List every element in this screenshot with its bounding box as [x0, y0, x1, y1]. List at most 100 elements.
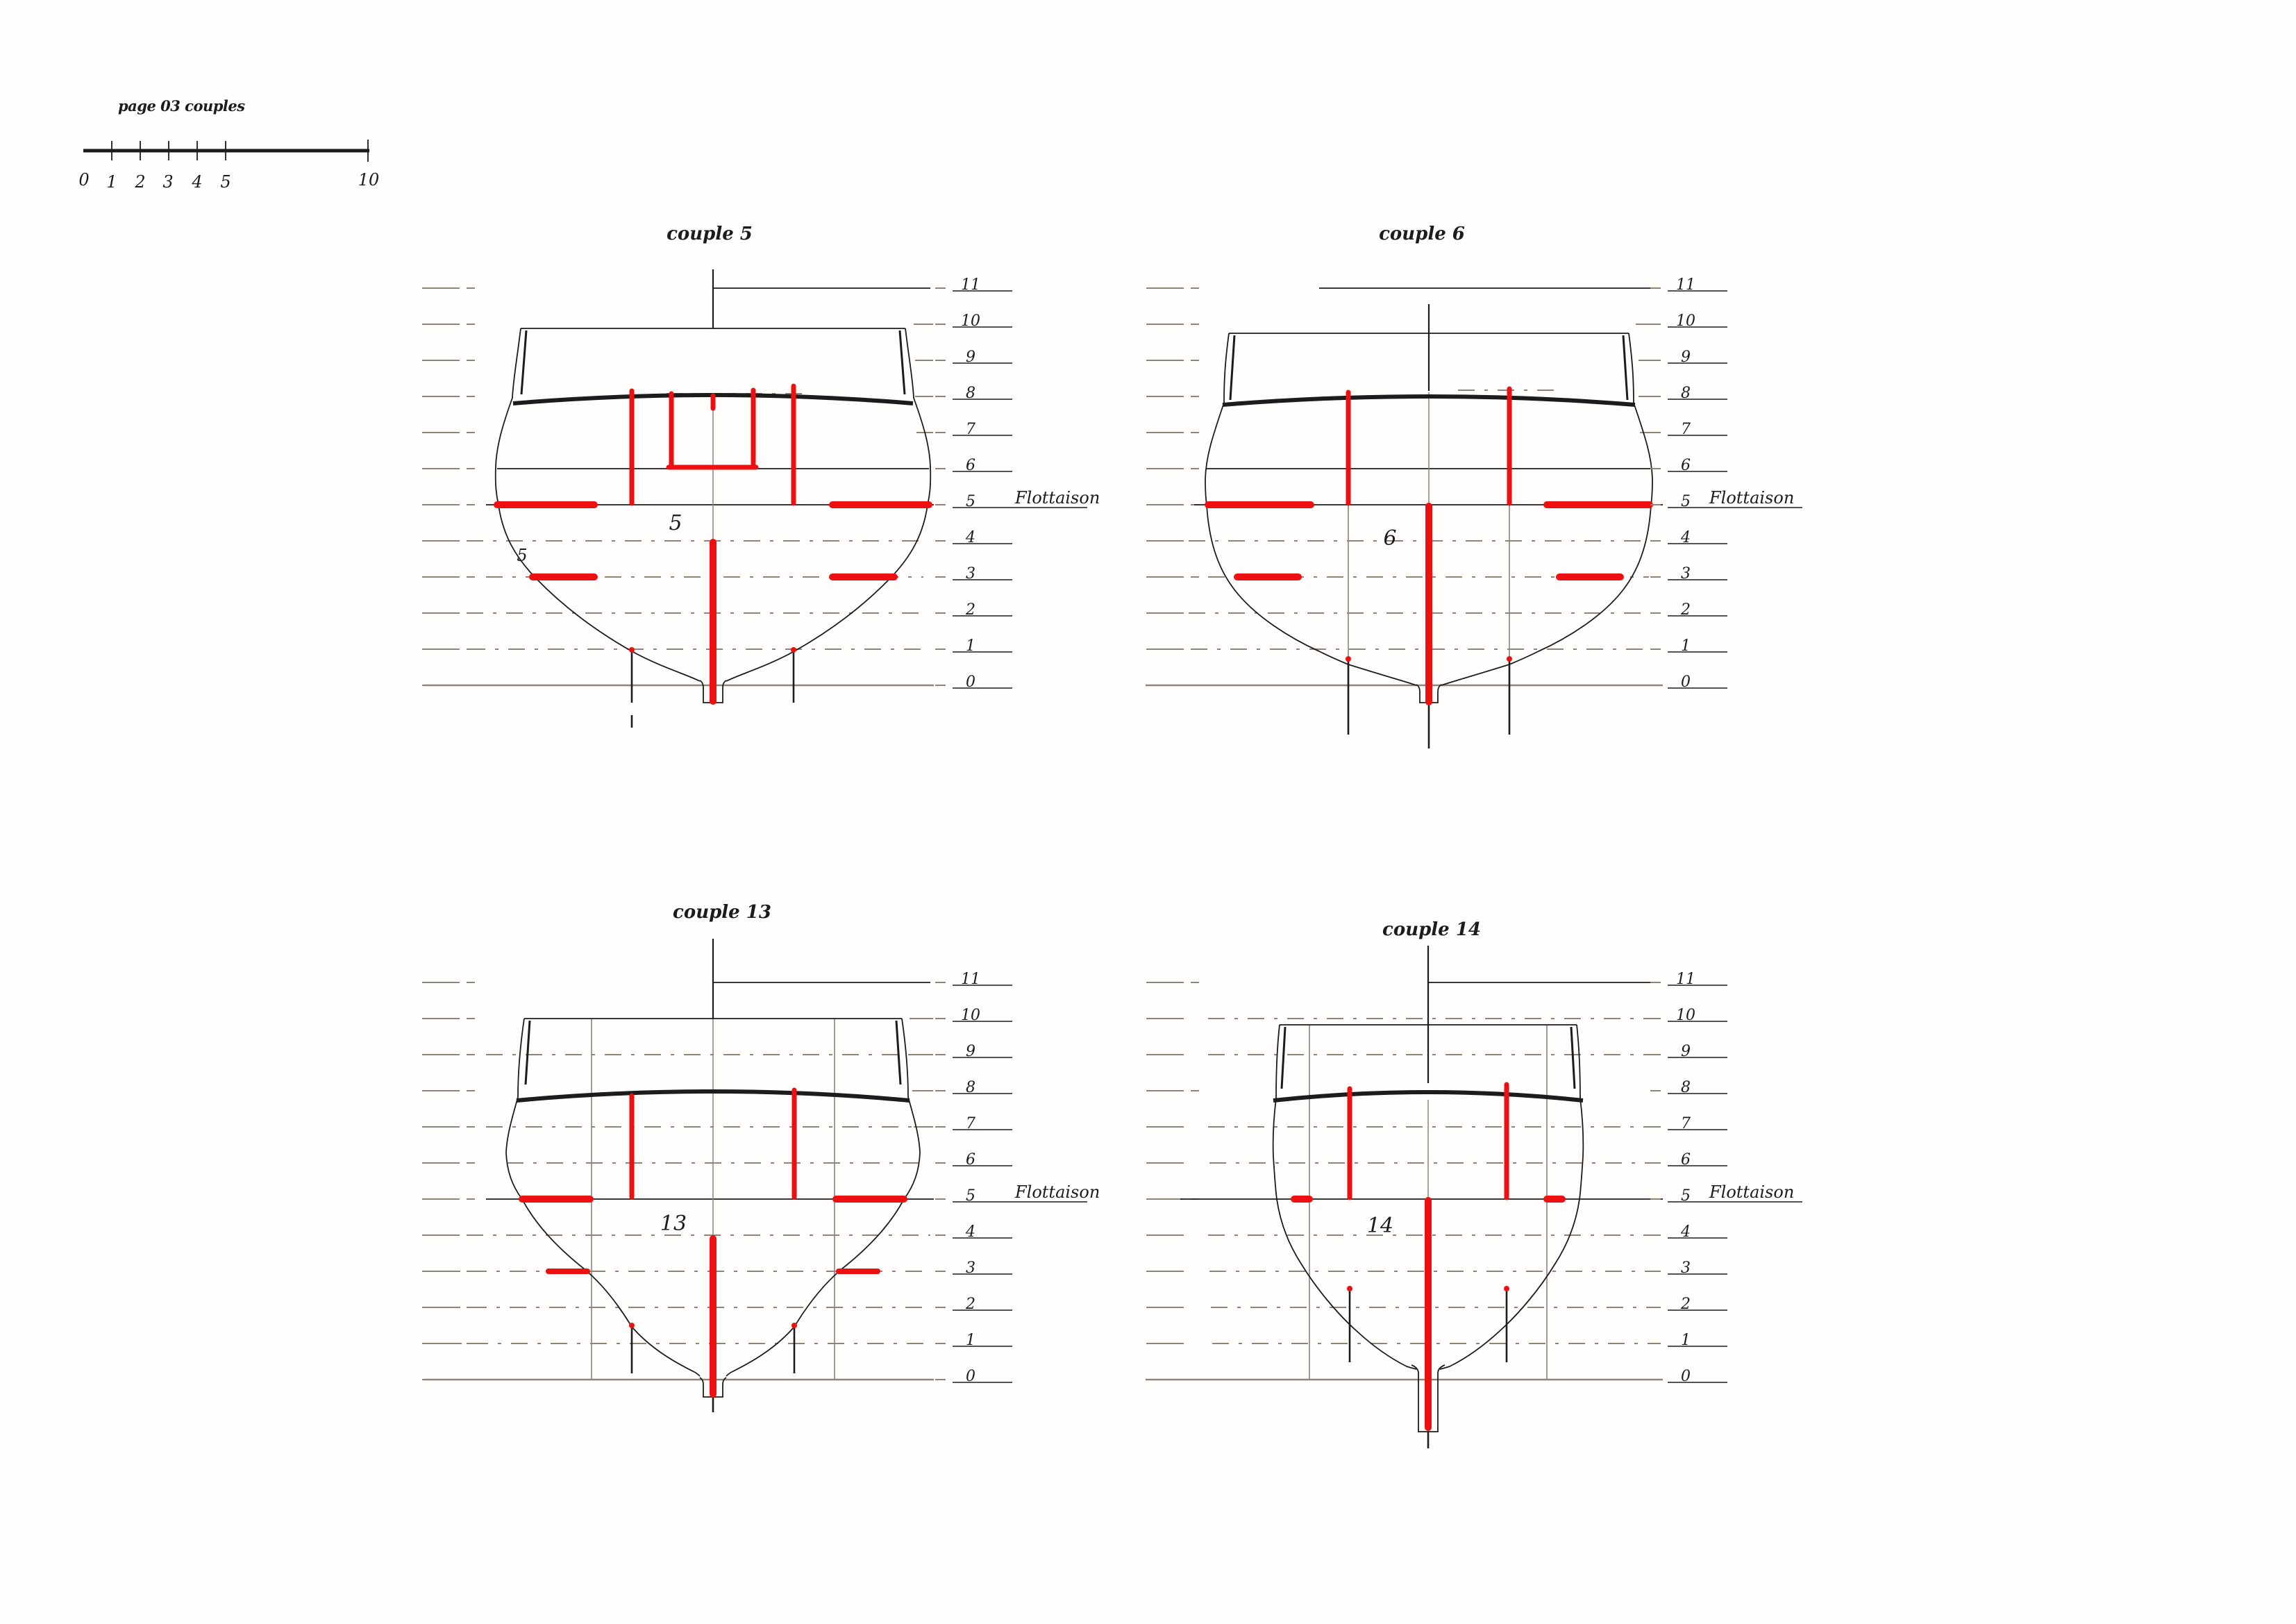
ruler-label-0: 0 — [78, 170, 89, 190]
dashed-gridlines — [427, 1054, 930, 1344]
scale-level-5: 5 — [966, 1187, 975, 1205]
scale-level-3: 3 — [1681, 1259, 1691, 1277]
couple-6-title: couple 6 — [1379, 224, 1465, 244]
scale-level-4: 4 — [1680, 529, 1691, 546]
scale-level-3: 3 — [1681, 565, 1691, 583]
deck-line — [1273, 1090, 1584, 1103]
scale-underlines — [1668, 290, 1802, 689]
scale-level-9: 9 — [1681, 1043, 1691, 1060]
scale-tick-dashes — [1650, 982, 1661, 1380]
scale-level-6: 6 — [1681, 457, 1691, 474]
scale-level-8: 8 — [966, 385, 975, 402]
red-u-mark — [666, 387, 759, 470]
scale-level-7: 7 — [1681, 1115, 1691, 1132]
scale-level-6: 6 — [966, 457, 975, 474]
scale-level-5: 5 — [1681, 1187, 1691, 1205]
red-frame-verticals — [629, 1087, 797, 1200]
flottaison-label: Flottaison — [1014, 488, 1100, 508]
ruler-label-10: 10 — [358, 170, 380, 190]
scale-level-0: 0 — [966, 1368, 975, 1385]
scale-level-8: 8 — [966, 1079, 975, 1096]
scale-level-11: 11 — [1676, 971, 1695, 988]
scale-level-6: 6 — [966, 1151, 975, 1169]
scale-level-4: 4 — [965, 529, 975, 546]
scale-level-0: 0 — [1681, 673, 1691, 691]
scale-level-1: 1 — [1681, 1332, 1691, 1349]
couple-5-level-scale: 11 10 9 8 7 6 5 4 3 2 1 0 Flottaison — [935, 276, 1100, 691]
right-gap-level-ticks — [910, 1018, 933, 1128]
scale-tick-dashes — [1650, 287, 1661, 686]
scale-level-0: 0 — [966, 673, 975, 691]
scale-level-3: 3 — [966, 1259, 975, 1277]
scale-level-10: 10 — [961, 1007, 980, 1024]
couple-13-title: couple 13 — [673, 902, 771, 923]
scale-level-10: 10 — [961, 312, 980, 330]
scale-level-4: 4 — [965, 1223, 975, 1241]
scale-level-9: 9 — [966, 349, 975, 366]
red-buttock-dot-left — [629, 1323, 635, 1328]
keel-outline — [1411, 1364, 1446, 1432]
scale-underlines — [953, 290, 1087, 689]
couple-6-level-scale: 11 10 9 8 7 6 5 4 3 2 1 0 Flottaison — [1650, 276, 1802, 691]
scale-level-7: 7 — [966, 421, 975, 438]
left-margin-level-ticks — [1146, 982, 1199, 1380]
red-buttock-dot-right — [1504, 1286, 1509, 1291]
scale-tick-dashes — [935, 287, 946, 686]
red-buttock-dot-left — [1346, 656, 1351, 662]
couple-14-level-scale: 11 10 9 8 7 6 5 4 3 2 1 0 Flottaison — [1650, 971, 1802, 1385]
ruler-label-3: 3 — [162, 172, 173, 192]
buttock-lines-lower — [1347, 660, 1511, 748]
red-buttock-dot-left — [1347, 1286, 1352, 1291]
scale-level-5: 5 — [1681, 493, 1691, 510]
scale-underlines — [1668, 985, 1802, 1383]
buttock-lines-lower — [630, 1327, 796, 1412]
red-frame-verticals — [629, 383, 796, 506]
page-title: page 03 couples — [118, 97, 245, 115]
scale-level-2: 2 — [965, 601, 975, 619]
red-frame-verticals — [1347, 1082, 1509, 1200]
right-gap-level-ticks — [914, 324, 933, 433]
scale-level-1: 1 — [1681, 637, 1691, 655]
ruler-label-2: 2 — [134, 172, 145, 192]
couple-13-level-scale: 11 10 9 8 7 6 5 4 3 2 1 0 Flottaison — [935, 971, 1100, 1385]
dashed-gridlines — [1149, 540, 1652, 650]
right-gap-level-ticks — [1636, 324, 1661, 433]
hull-left-outline — [1205, 333, 1417, 686]
dashed-gridlines — [427, 540, 927, 650]
couple-5-frame-number: 5 — [669, 511, 682, 535]
scale-level-10: 10 — [1676, 312, 1695, 330]
left-margin-level-ticks — [422, 287, 475, 686]
ruler-label-5: 5 — [220, 172, 231, 192]
couple-5-section: couple 5 5 5 11 10 9 8 — [422, 224, 1100, 728]
scale-level-2: 2 — [1680, 601, 1691, 619]
left-margin-level-ticks — [1146, 287, 1199, 686]
couple-14-section: couple 14 14 11 10 9 8 7 6 5 — [1146, 919, 1802, 1448]
header-block: page 03 couples — [118, 97, 246, 115]
deck-line — [1222, 394, 1636, 407]
scale-level-8: 8 — [1681, 1079, 1691, 1096]
scale-level-8: 8 — [1681, 385, 1691, 402]
couple-5-side-number: 5 — [517, 546, 527, 565]
red-buttock-dot-right — [1507, 656, 1512, 662]
scale-level-5: 5 — [966, 493, 975, 510]
deck-line — [516, 1089, 910, 1103]
couple-14-frame-number: 14 — [1367, 1214, 1393, 1238]
bulwark-inner-lines — [520, 330, 906, 395]
scale-level-0: 0 — [1681, 1368, 1691, 1385]
scale-tick-dashes — [935, 982, 946, 1380]
bulwark-inner-lines — [524, 1020, 902, 1085]
red-buttock-dot-right — [791, 1323, 797, 1328]
scale-level-2: 2 — [1680, 1296, 1691, 1313]
couple-14-title: couple 14 — [1382, 919, 1481, 940]
scale-level-1: 1 — [966, 637, 975, 655]
buttock-lines-lower — [1348, 1290, 1508, 1448]
scale-level-7: 7 — [1681, 421, 1691, 438]
flottaison-label: Flottaison — [1014, 1182, 1100, 1202]
left-margin-level-ticks — [422, 982, 475, 1380]
red-frame-verticals — [1346, 386, 1512, 506]
bulwark-inner-lines — [1229, 335, 1629, 401]
bulwark-inner-lines — [1280, 1026, 1576, 1089]
hull-right-outline — [1441, 333, 1653, 686]
ruler-label-4: 4 — [191, 172, 202, 192]
